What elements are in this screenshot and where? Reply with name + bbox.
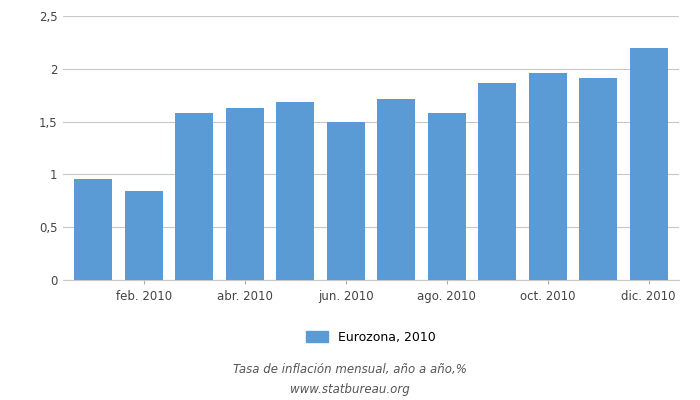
Bar: [428, 113, 466, 280]
Text: Tasa de inflación mensual, año a año,%: Tasa de inflación mensual, año a año,%: [233, 364, 467, 376]
Text: www.statbureau.org: www.statbureau.org: [290, 384, 410, 396]
Bar: [580, 78, 617, 280]
Bar: [276, 102, 314, 280]
Bar: [125, 191, 162, 280]
Bar: [377, 100, 415, 280]
Bar: [478, 82, 516, 280]
Bar: [327, 122, 365, 280]
Bar: [226, 108, 264, 280]
Bar: [630, 48, 668, 280]
Bar: [74, 179, 112, 280]
Bar: [528, 73, 567, 280]
Bar: [175, 113, 214, 280]
Legend: Eurozona, 2010: Eurozona, 2010: [301, 326, 441, 349]
